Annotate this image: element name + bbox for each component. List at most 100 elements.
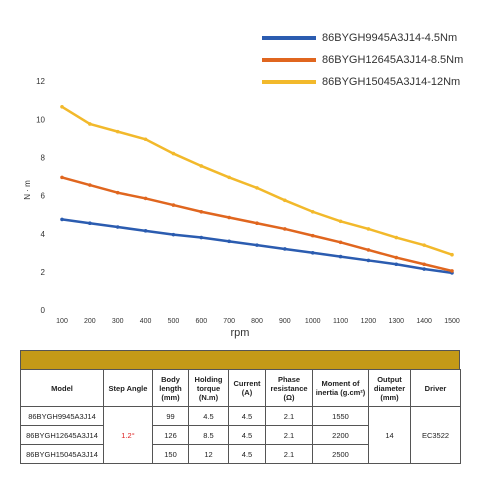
output-diameter-cell: 14: [368, 406, 411, 464]
y-tick-label: 8: [41, 153, 46, 162]
data-point: [338, 254, 343, 259]
data-point: [227, 175, 231, 180]
x-tick-label: 1300: [388, 318, 404, 325]
data-point: [450, 252, 454, 257]
data-point: [171, 151, 176, 156]
row: 86BYGH15045A3J14 150 12 4.5 2.1 2500: [20, 444, 461, 464]
y-tick-label: 2: [41, 268, 46, 277]
cell: 2500: [312, 444, 369, 464]
step-angle-cell: 1.2°: [103, 406, 153, 464]
table: Model Step Angle Body length (mm) Holding t…: [20, 369, 461, 464]
x-tick-label: 1100: [333, 318, 348, 325]
data-point: [394, 255, 399, 260]
data-point: [143, 137, 148, 142]
x-tick-label: 100: [56, 318, 68, 325]
x-tick-label: 900: [279, 318, 291, 325]
cell: 4.5: [188, 406, 229, 426]
data-point: [283, 247, 287, 251]
data-point: [422, 243, 426, 247]
header-cell: Driver: [410, 369, 461, 407]
x-tick-label: 1000: [305, 318, 321, 325]
data-point: [366, 227, 371, 231]
data-point: [283, 227, 287, 231]
x-tick-label: 1400: [416, 318, 432, 325]
y-tick-label: 0: [41, 306, 46, 315]
data-point: [199, 209, 204, 214]
data-point: [310, 209, 315, 214]
data-point: [199, 164, 204, 168]
x-tick-label: 700: [223, 318, 235, 325]
header-cell: Moment of inertia (g.cm²): [312, 369, 369, 407]
header-cell: Body length (mm): [152, 369, 189, 407]
data-point: [227, 215, 231, 220]
cell: 86BYGH12645A3J14: [20, 425, 104, 445]
data-point: [60, 217, 64, 222]
x-tick-label: 800: [251, 318, 263, 325]
cell: 2.1: [265, 444, 313, 464]
data-point: [338, 219, 343, 224]
header-cell: Model: [20, 369, 104, 407]
data-point: [283, 198, 287, 203]
data-point: [366, 248, 371, 252]
cell: 1550: [312, 406, 369, 426]
data-point: [227, 239, 231, 244]
cell: 4.5: [228, 406, 266, 426]
cell: 12: [188, 444, 229, 464]
cell: 4.5: [228, 444, 266, 464]
data-point: [88, 183, 92, 187]
data-point: [171, 203, 176, 207]
x-tick-label: 300: [112, 318, 124, 325]
table-band: [20, 350, 460, 369]
x-tick-label: 500: [168, 318, 180, 325]
data-point: [88, 122, 92, 126]
x-axis-label: rpm: [231, 327, 250, 339]
data-point: [199, 235, 204, 240]
x-tick-label: 1500: [444, 318, 460, 325]
data-point: [143, 196, 148, 201]
x-tick-label: 400: [140, 318, 152, 325]
cell: 99: [152, 406, 189, 426]
x-tick-label: 200: [84, 318, 96, 325]
y-tick-label: 6: [41, 192, 46, 201]
row: 86BYGH9945A3J14 1.2° 99 4.5 4.5 2.1 1550 14 EC35…: [20, 406, 461, 464]
data-point: [115, 190, 120, 195]
data-point: [88, 221, 92, 226]
cell: 86BYGH9945A3J14: [20, 406, 104, 426]
cell: 126: [152, 425, 189, 445]
header-row: Model Step Angle Body length (mm) Holding t…: [20, 369, 461, 407]
cell: 150: [152, 444, 189, 464]
data-point: [338, 240, 343, 245]
data-point: [143, 229, 148, 233]
series-line: [61, 105, 453, 256]
header-cell: Output diameter (mm): [368, 369, 411, 407]
header-cell: Step Angle: [103, 369, 153, 407]
y-tick-label: 10: [36, 115, 45, 124]
cell: 2.1: [265, 425, 313, 445]
data-point: [255, 186, 259, 190]
data-point: [394, 235, 399, 240]
cell: 2200: [312, 425, 369, 445]
data-point: [171, 232, 176, 237]
data-point: [60, 175, 64, 180]
legend-label: 86BYGH15045A3J14-12Nm: [322, 76, 460, 88]
x-tick-label: 1200: [361, 318, 377, 325]
cell: 8.5: [188, 425, 229, 445]
data-point: [60, 105, 64, 109]
spec-table: Model Step Angle Body length (mm) Holding t…: [20, 350, 461, 464]
y-axis-label: N · m: [23, 180, 32, 200]
data-point: [255, 243, 259, 247]
x-tick-label: 600: [195, 318, 207, 325]
header-cell: Current (A): [228, 369, 266, 407]
header-cell: Phase resistance (Ω): [265, 369, 313, 407]
data-point: [255, 221, 259, 226]
cell: 2.1: [265, 406, 313, 426]
data-point: [115, 225, 120, 229]
cell: 4.5: [228, 425, 266, 445]
data-point: [310, 250, 315, 255]
row: 86BYGH12645A3J14 126 8.5 4.5 2.1 2200: [20, 425, 461, 445]
data-point: [422, 267, 426, 271]
header-cell: Holding torque (N.m): [188, 369, 229, 407]
data-point: [394, 262, 399, 267]
data-point: [366, 258, 371, 263]
